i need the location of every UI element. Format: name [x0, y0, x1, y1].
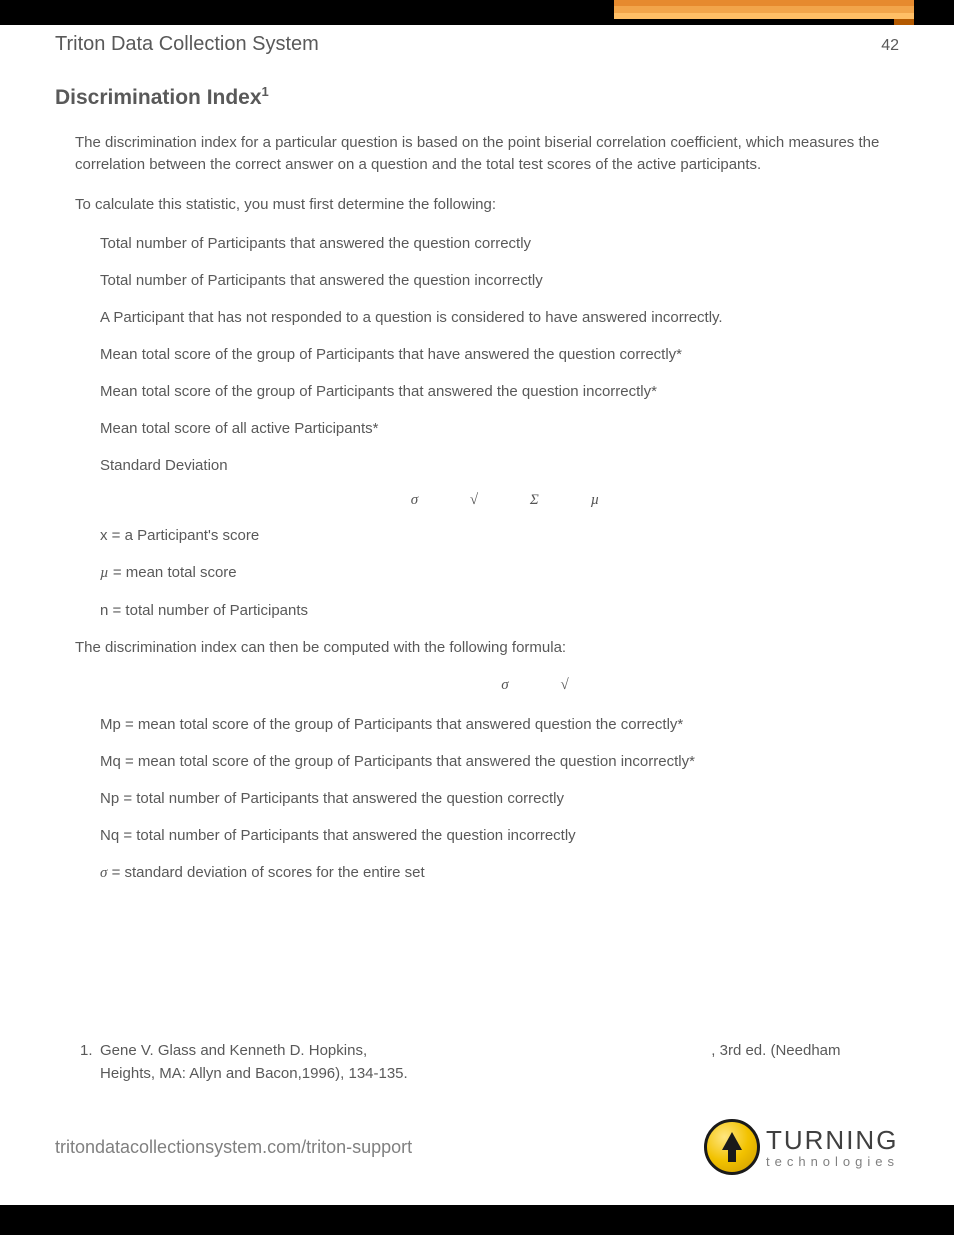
logo-text: TURNING technologies	[766, 1127, 899, 1168]
variable-definition: Mp = mean total score of the group of Pa…	[100, 714, 899, 735]
footer-url: tritondatacollectionsystem.com/triton-su…	[55, 1137, 412, 1158]
variable-definition: n = total number of Participants	[100, 600, 899, 621]
footnote-block: 1. Gene V. Glass and Kenneth D. Hopkins,…	[80, 1040, 899, 1085]
variable-definitions-1: x = a Participant's score µ = mean total …	[55, 525, 899, 621]
list-item: A Participant that has not responded to …	[100, 307, 899, 328]
variable-definitions-2: Mp = mean total score of the group of Pa…	[55, 714, 899, 884]
company-logo: TURNING technologies	[704, 1119, 899, 1175]
page-number: 42	[881, 37, 899, 55]
footnote-number: 1.	[80, 1040, 100, 1085]
logo-circle-icon	[704, 1119, 760, 1175]
intro-paragraph-3: The discrimination index can then be com…	[55, 637, 899, 659]
intro-paragraph-2: To calculate this statistic, you must fi…	[55, 194, 899, 216]
variable-definition: Nq = total number of Participants that a…	[100, 825, 899, 846]
page-body: Triton Data Collection System 42 Discrim…	[0, 25, 954, 1205]
variable-definition: σ = standard deviation of scores for the…	[100, 862, 899, 884]
discrimination-formula: σ √	[55, 677, 899, 694]
std-dev-formula: σ √ Σ µ	[55, 492, 899, 509]
list-item: Mean total score of the group of Partici…	[100, 381, 899, 402]
list-item: Total number of Participants that answer…	[100, 233, 899, 254]
page-header: Triton Data Collection System 42	[55, 33, 899, 56]
list-item: Standard Deviation	[100, 455, 899, 476]
list-item: Mean total score of the group of Partici…	[100, 344, 899, 365]
page-footer: tritondatacollectionsystem.com/triton-su…	[55, 1119, 899, 1175]
variable-definition: Mq = mean total score of the group of Pa…	[100, 751, 899, 772]
list-item: Mean total score of all active Participa…	[100, 418, 899, 439]
logo-sub-text: technologies	[766, 1155, 899, 1168]
bottom-bar	[0, 1205, 954, 1235]
top-accent-stripes	[614, 0, 914, 25]
footnote-ref: 1	[262, 84, 269, 99]
variable-definition: x = a Participant's score	[100, 525, 899, 546]
section-title-text: Discrimination Index	[55, 86, 262, 109]
top-bar	[0, 0, 954, 25]
variable-definition: Np = total number of Participants that a…	[100, 788, 899, 809]
section-title: Discrimination Index1	[55, 84, 899, 110]
intro-paragraph-1: The discrimination index for a particula…	[55, 132, 899, 176]
system-title: Triton Data Collection System	[55, 33, 319, 56]
list-item: Total number of Participants that answer…	[100, 270, 899, 291]
up-arrow-icon	[722, 1132, 742, 1150]
footnote-1: 1. Gene V. Glass and Kenneth D. Hopkins,…	[80, 1040, 899, 1085]
variable-definition: µ = mean total score	[100, 562, 899, 584]
calculation-prereq-list: Total number of Participants that answer…	[55, 233, 899, 476]
footnote-text: Gene V. Glass and Kenneth D. Hopkins, , …	[100, 1040, 899, 1085]
logo-main-text: TURNING	[766, 1127, 899, 1153]
